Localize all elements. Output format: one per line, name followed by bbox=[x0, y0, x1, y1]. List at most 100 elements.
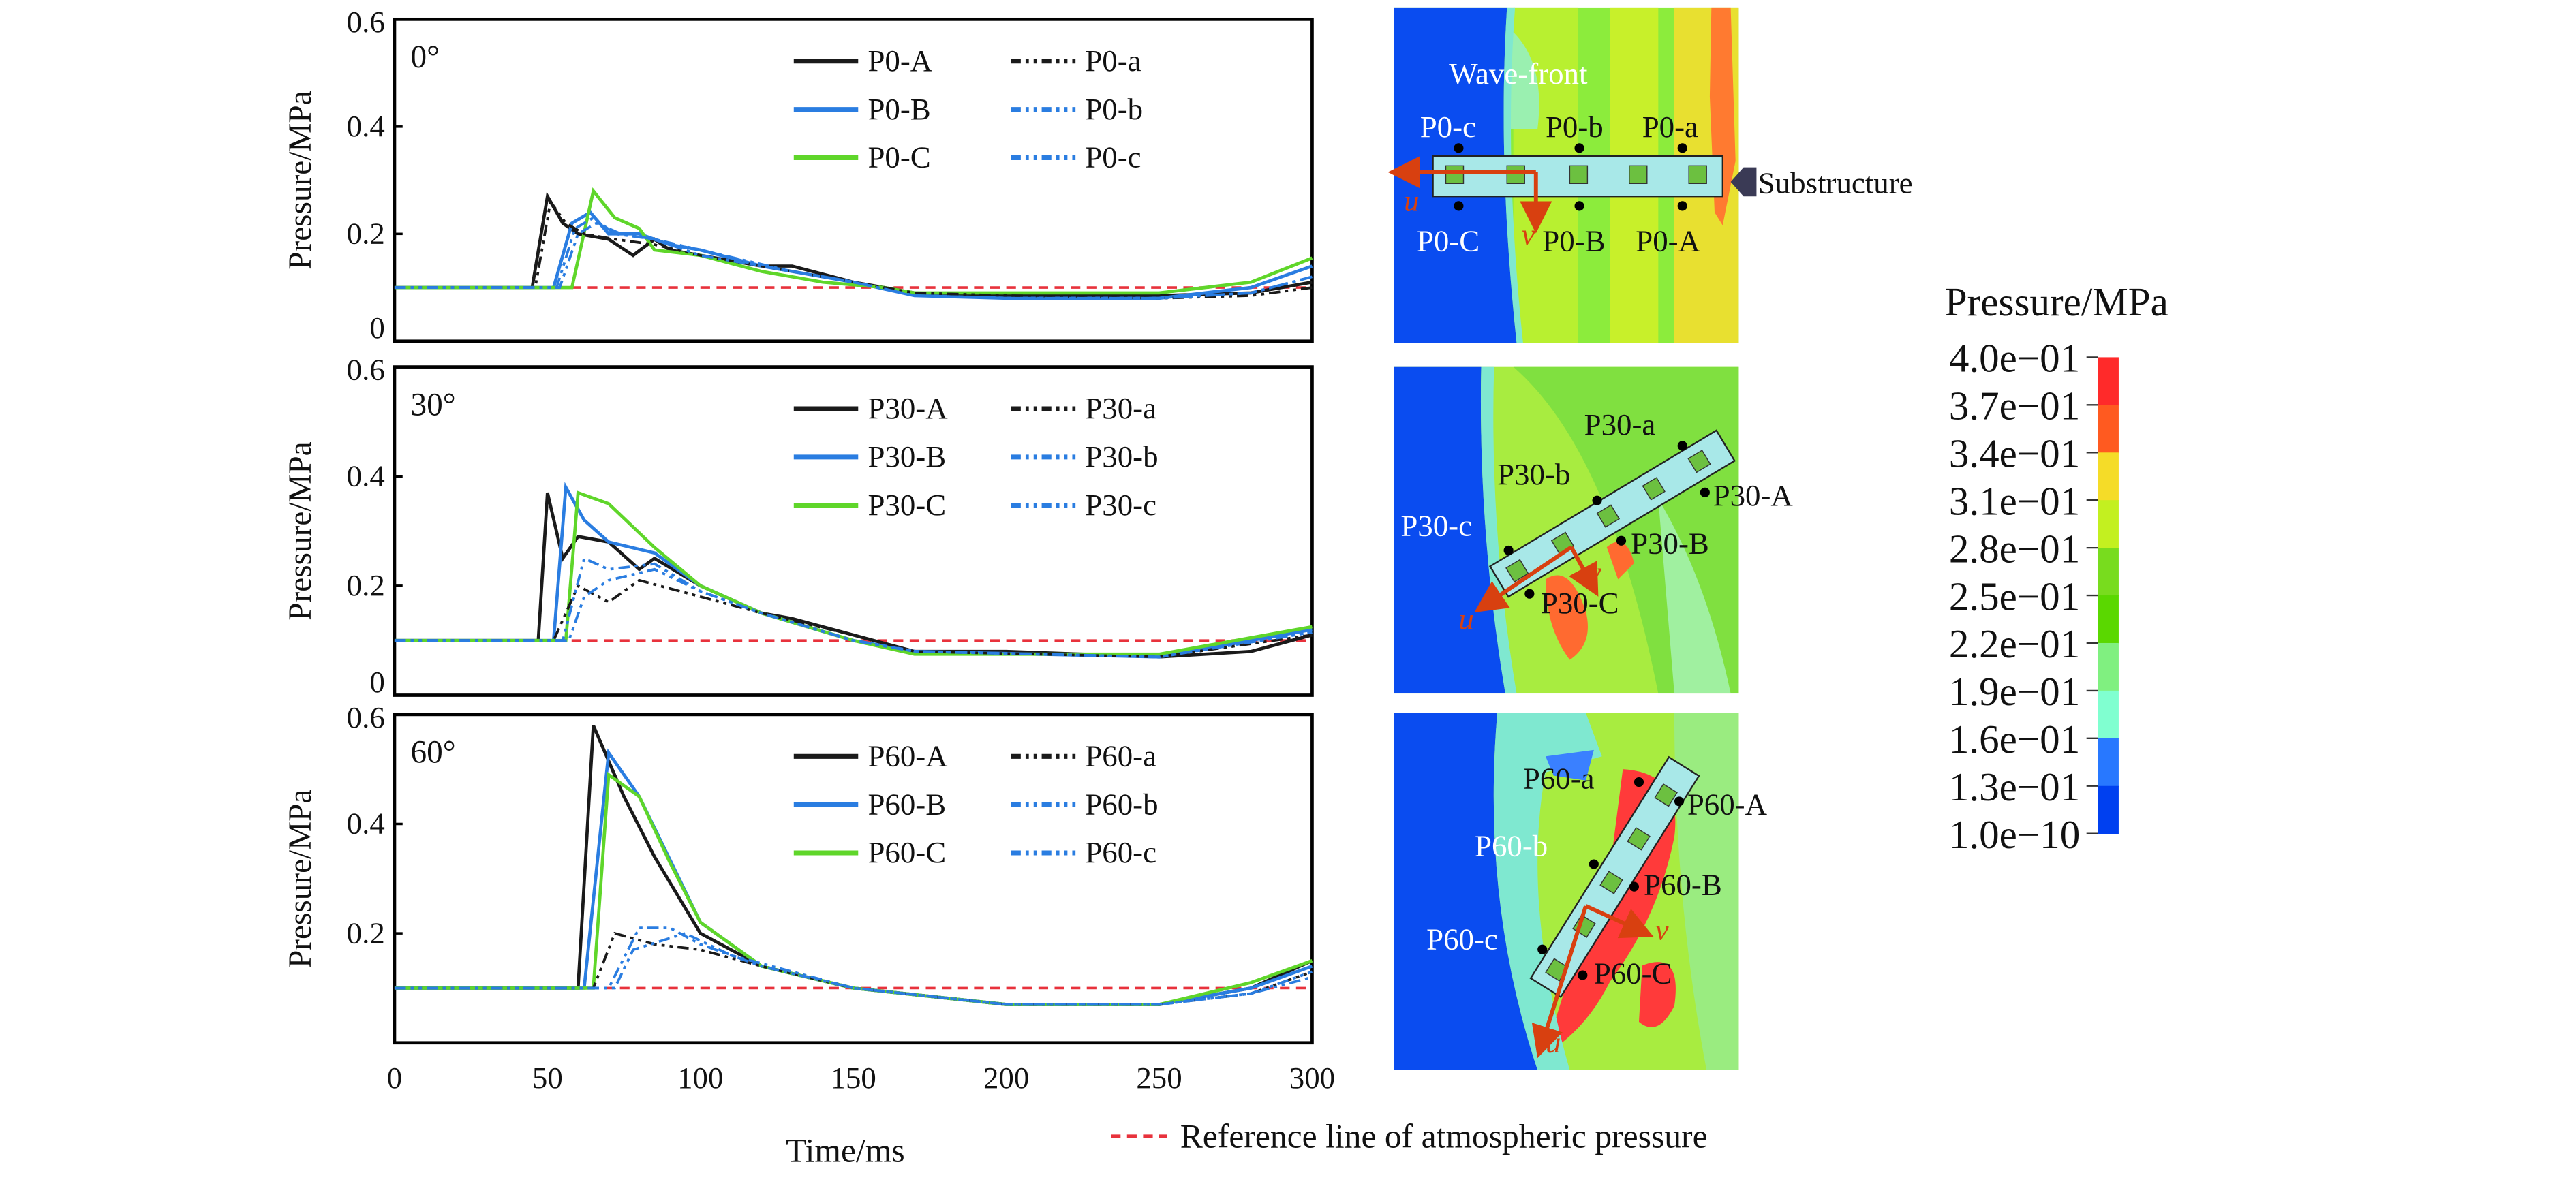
y-tick-label: 0.4 bbox=[347, 458, 385, 493]
v-axis-label: v bbox=[1655, 913, 1669, 947]
x-tick-label: 300 bbox=[1289, 1061, 1335, 1095]
x-axis-title: Time/ms bbox=[786, 1132, 905, 1170]
y-tick-label: 0 bbox=[369, 665, 384, 699]
colorbar: Pressure/MPa 4.0e−013.7e−013.4e−013.1e−0… bbox=[1945, 279, 2168, 857]
y-tick-label: 0.2 bbox=[347, 916, 385, 950]
wavefront-label: Wave-front bbox=[1449, 57, 1588, 91]
point-label: P30-a bbox=[1584, 407, 1656, 441]
legend-label: P60-c bbox=[1085, 835, 1156, 869]
point-label: P60-B bbox=[1644, 867, 1722, 901]
point-label: P0-C bbox=[1417, 224, 1479, 258]
point-label: P30-c bbox=[1400, 509, 1472, 543]
point-label: P60-C bbox=[1594, 956, 1672, 990]
plot-frame bbox=[393, 17, 1314, 343]
colorbar-label: 4.0e−01 bbox=[1949, 336, 2080, 381]
colorbar-segment bbox=[2098, 785, 2119, 834]
point-label: P0-b bbox=[1546, 110, 1604, 144]
y-tick-label: 0.2 bbox=[347, 568, 385, 602]
colorbar-segment bbox=[2098, 500, 2119, 549]
colorbar-segment bbox=[2098, 690, 2119, 739]
u-axis-label: u bbox=[1458, 602, 1473, 636]
y-axis-title: Pressure/MPa bbox=[283, 91, 318, 269]
point-label: P60-a bbox=[1523, 762, 1595, 796]
pressure-time-charts: 0 0.2 0.4 0.6 Pressure/MPa 0° P0-A P0-B P0-C P0-a… bbox=[283, 5, 1335, 1095]
panel-angle-label: 30° bbox=[411, 387, 456, 422]
series-line-P60-b bbox=[394, 926, 1313, 1006]
colorbar-label: 1.0e−10 bbox=[1949, 812, 2080, 857]
colorbar-label: 1.9e−01 bbox=[1949, 669, 2080, 714]
series-line-P60-C bbox=[394, 771, 1313, 1006]
chart-panel: 0.2 0.4 0.6 Pressure/MPa 60° 0 50 100 150 200 250 3… bbox=[283, 700, 1335, 1095]
reference-legend: Reference line of atmospheric pressure bbox=[1111, 1117, 1708, 1155]
panel-angle-label: 0° bbox=[411, 40, 440, 75]
legend-label: P0-B bbox=[868, 92, 930, 126]
legend-label: P30-a bbox=[1085, 391, 1156, 425]
legend-label: P0-c bbox=[1085, 140, 1141, 174]
x-tick-label: 100 bbox=[677, 1061, 723, 1095]
u-axis-label: u bbox=[1546, 1025, 1561, 1059]
colorbar-title: Pressure/MPa bbox=[1945, 279, 2168, 324]
contour-map-30deg: P30-a P30-b P30-c P30-A P30-B P30-C u v bbox=[1394, 366, 1793, 694]
legend-label: P0-C bbox=[868, 140, 930, 174]
chart-panel: 0 0.2 0.4 0.6 Pressure/MPa 30° P30-A P30-B P30-C… bbox=[283, 352, 1314, 699]
legend-label: P0-a bbox=[1085, 44, 1141, 78]
plot-frame bbox=[393, 713, 1314, 1045]
y-axis-title: Pressure/MPa bbox=[283, 441, 318, 620]
legend-label: P30-C bbox=[868, 488, 946, 522]
y-tick-label: 0 bbox=[369, 311, 384, 345]
x-tick-label: 50 bbox=[532, 1061, 563, 1095]
colorbar-segment bbox=[2098, 595, 2119, 644]
colorbar-segment bbox=[2098, 452, 2119, 501]
point-label: P60-c bbox=[1426, 922, 1498, 956]
v-axis-arrow bbox=[1569, 546, 1599, 597]
v-axis-arrow bbox=[1584, 904, 1654, 939]
y-tick-label: 0.4 bbox=[347, 109, 385, 143]
point-label: P60-b bbox=[1475, 829, 1548, 863]
u-axis-label: u bbox=[1404, 183, 1419, 217]
substructure-pointer-icon bbox=[1730, 167, 1757, 197]
legend-label: P60-C bbox=[868, 835, 946, 869]
legend-label: P60-B bbox=[868, 787, 946, 821]
v-axis-label: v bbox=[1587, 555, 1601, 589]
x-tick-label: 200 bbox=[983, 1061, 1029, 1095]
legend-label: P30-A bbox=[868, 391, 948, 425]
point-label: P30-B bbox=[1631, 527, 1709, 561]
y-tick-label: 0.4 bbox=[347, 807, 385, 841]
point-label: P30-b bbox=[1497, 457, 1570, 491]
y-tick-label: 0.6 bbox=[347, 700, 385, 734]
y-tick-label: 0.6 bbox=[347, 352, 385, 386]
legend-label: P60-A bbox=[868, 738, 948, 773]
colorbar-label: 3.1e−01 bbox=[1949, 478, 2080, 523]
colorbar-segment bbox=[2098, 642, 2119, 692]
legend-label: P0-b bbox=[1085, 92, 1143, 126]
point-label: P60-A bbox=[1687, 787, 1768, 821]
colorbar-label: 3.4e−01 bbox=[1949, 431, 2080, 476]
point-label: P0-A bbox=[1636, 224, 1700, 258]
series-line-P30-a bbox=[394, 578, 1313, 659]
colorbar-label: 2.5e−01 bbox=[1949, 574, 2080, 619]
colorbar-segment bbox=[2098, 738, 2119, 787]
colorbar-label: 2.8e−01 bbox=[1949, 526, 2080, 571]
colorbar-label: 1.6e−01 bbox=[1949, 717, 2080, 762]
point-label: P0-a bbox=[1642, 110, 1698, 144]
contour-map-60deg: P60-a P60-A P60-b P60-B P60-c P60-C u v bbox=[1394, 713, 1768, 1070]
legend-label: P30-c bbox=[1085, 488, 1156, 522]
point-label: P30-C bbox=[1541, 586, 1619, 620]
y-tick-label: 0.6 bbox=[347, 5, 385, 39]
colorbar-label: 1.3e−01 bbox=[1949, 764, 2080, 809]
y-tick-label: 0.2 bbox=[347, 216, 385, 250]
chart-panel: 0 0.2 0.4 0.6 Pressure/MPa 0° P0-A P0-B P0-C P0-a… bbox=[283, 5, 1314, 345]
contour-map-0deg: Wave-front P0-c P0-b P0-a P0-C P0-B P0-A… bbox=[1387, 7, 1913, 343]
v-axis-label: v bbox=[1522, 217, 1535, 251]
x-tick-label: 0 bbox=[387, 1061, 402, 1095]
series-line-P0-C bbox=[394, 187, 1313, 295]
u-axis-arrow bbox=[1474, 545, 1573, 613]
u-axis-arrow bbox=[1531, 905, 1588, 1059]
substructure-label: Substructure bbox=[1758, 166, 1913, 200]
x-tick-label: 150 bbox=[831, 1061, 876, 1095]
reference-legend-label: Reference line of atmospheric pressure bbox=[1180, 1117, 1708, 1155]
colorbar-segment bbox=[2098, 548, 2119, 597]
legend-label: P0-A bbox=[868, 44, 932, 78]
legend-label: P30-B bbox=[868, 439, 946, 473]
x-tick-label: 250 bbox=[1136, 1061, 1182, 1095]
